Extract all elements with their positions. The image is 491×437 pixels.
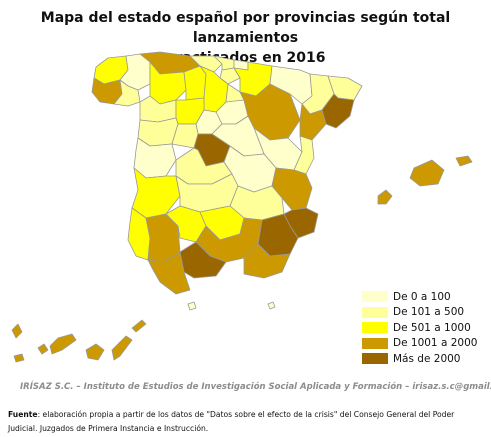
legend-item: De 501 a 1000	[362, 320, 477, 336]
legend-swatch	[362, 322, 388, 334]
province-illes-balears-ibiza	[377, 189, 393, 205]
legend-item: De 0 a 100	[362, 289, 477, 305]
legend-item: De 1001 a 2000	[362, 336, 477, 352]
legend-swatch	[362, 291, 388, 303]
province-cantabria	[189, 55, 223, 73]
province-cadiz	[147, 251, 191, 295]
legend-swatch	[362, 337, 388, 349]
province-illes-balears-mallorca	[409, 159, 445, 187]
source-text: : elaboración propia a partir de los dat…	[8, 410, 455, 433]
province-almeria	[243, 243, 291, 279]
province-badajoz	[131, 167, 181, 219]
province-palencia	[183, 65, 207, 101]
province-malaga	[179, 241, 227, 279]
map-legend: De 0 a 100 De 101 a 500 De 501 a 1000 De…	[362, 289, 477, 367]
province-santa-cruz-la-palma	[11, 323, 23, 339]
province-santa-cruz-tenerife	[49, 333, 77, 355]
province-santa-cruz-el-hierro	[13, 353, 25, 363]
map-title-line-1: Mapa del estado español por provincias s…	[40, 10, 451, 46]
city-ceuta	[187, 301, 197, 311]
legend-label: De 1001 a 2000	[393, 337, 478, 350]
province-illes-balears-menorca	[455, 155, 473, 167]
legend-item: De 101 a 500	[362, 305, 477, 321]
city-melilla	[267, 301, 276, 310]
legend-label: Más de 2000	[393, 352, 461, 365]
legend-swatch	[362, 306, 388, 318]
province-alava	[219, 67, 241, 85]
province-las-palmas-fuerteventura	[111, 335, 133, 361]
province-las-palmas-gran-canaria	[85, 343, 105, 361]
legend-swatch	[362, 353, 388, 365]
legend-label: De 0 a 100	[393, 290, 451, 303]
legend-label: De 101 a 500	[393, 306, 465, 319]
province-ourense	[113, 79, 141, 107]
credit-line: IRÍSAZ S.C. – Instituto de Estudios de I…	[20, 382, 491, 392]
province-tarragona	[299, 103, 327, 141]
source-note: Fuente: elaboración propia a partir de l…	[8, 408, 478, 436]
legend-item: Más de 2000	[362, 351, 477, 367]
source-label: Fuente	[8, 410, 38, 419]
province-santa-cruz-la-gomera	[37, 343, 49, 355]
legend-label: De 501 a 1000	[393, 321, 471, 334]
province-las-palmas-lanzarote	[131, 319, 147, 333]
